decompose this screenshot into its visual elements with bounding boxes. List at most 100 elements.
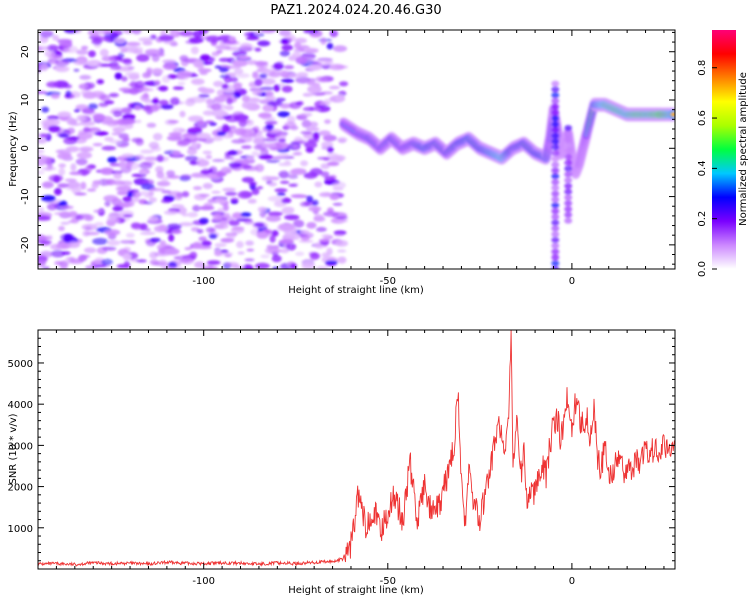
spectrogram-cell: [134, 105, 142, 111]
spectrogram-cell: [94, 131, 109, 136]
spectrogram-cell: [291, 52, 302, 59]
spectrogram-cell: [564, 136, 573, 143]
spectrogram-cell: [232, 50, 247, 57]
figure-title: PAZ1.2024.024.20.46.G30: [270, 3, 441, 18]
spectrogram-cell: [205, 154, 212, 160]
spectrogram-cell: [211, 35, 218, 44]
spectrogram-cell: [278, 83, 286, 88]
spectrogram-ylabel: Frequency (Hz): [8, 111, 19, 187]
spectrogram-cell: [74, 192, 87, 196]
spectrogram-cell: [219, 67, 229, 73]
spectrogram-cell: [75, 158, 88, 166]
spectrogram-cell: [324, 119, 331, 124]
spectrogram-cell: [38, 240, 52, 244]
spectrogram-cell: [246, 60, 258, 65]
spectrogram-cell: [125, 232, 135, 238]
spectrogram-cell: [222, 115, 232, 119]
spectrogram-cell: [260, 98, 271, 103]
spectrogram-cell: [292, 144, 301, 150]
spectrogram-cell: [255, 164, 265, 172]
spectrogram-cell: [564, 206, 573, 213]
spectrogram-cell: [279, 180, 290, 184]
spectrogram-cell: [220, 166, 232, 174]
spectrogram-cell: [225, 262, 239, 268]
spectrogram-cell: [273, 62, 284, 71]
spectrogram-cell: [193, 186, 202, 191]
spectrogram-cell: [274, 188, 288, 193]
spectrogram-cell: [199, 193, 210, 197]
spectrogram-cell: [209, 122, 217, 126]
spectrogram-cell: [134, 154, 145, 161]
spectrogram-cell: [206, 260, 221, 265]
spectrogram-cell: [243, 220, 254, 225]
y-tick-label: 5000: [8, 359, 33, 370]
spectrogram-cell: [259, 86, 274, 92]
spectrogram-cell: [54, 187, 62, 196]
spectrogram-cell: [81, 45, 89, 50]
spectrogram-cell: [280, 248, 290, 254]
spectrogram-cell: [241, 101, 254, 109]
y-tick-label: 4000: [8, 400, 33, 411]
spectrogram-cell: [64, 257, 72, 264]
spectrogram-cell: [123, 214, 134, 218]
spectrogram-cell: [298, 239, 314, 243]
spectrogram-cell: [172, 150, 182, 156]
spectrogram-cell: [40, 250, 53, 258]
spectrogram-cell: [305, 127, 320, 132]
spectrogram-cell: [122, 137, 130, 142]
spectrogram-cell: [564, 177, 573, 184]
spectrogram-cell: [39, 30, 54, 38]
snr-panel: -100 -50 0 1000 2000 3000 4000 5000 Height of s…: [8, 329, 676, 596]
spectrogram-cell: [48, 125, 61, 133]
spectrogram-cell: [92, 143, 103, 147]
spectrogram-cell: [208, 233, 218, 239]
spectrogram-cell: [232, 59, 248, 67]
spectrogram-cell: [73, 68, 80, 72]
spectrogram-cell: [277, 153, 290, 158]
spectrogram-cell: [314, 181, 323, 188]
spectrogram-cell: [223, 75, 232, 84]
spectrogram-cell: [177, 81, 186, 86]
spectrogram-cell: [326, 161, 340, 166]
spectrogram-cell: [130, 222, 142, 229]
snr-frame: [37, 329, 676, 570]
spectrogram-cell: [551, 150, 560, 157]
spectrogram-cell: [131, 191, 141, 198]
spectrogram-cell: [551, 121, 560, 128]
spectrogram-cell: [131, 173, 147, 178]
spectrogram-cell: [295, 251, 305, 256]
spectrogram-cell: [161, 75, 171, 83]
spectrogram-cell: [193, 60, 204, 68]
spectrogram-cell: [220, 237, 235, 243]
spectrogram-cell: [337, 256, 347, 264]
spectrogram-cell: [51, 249, 65, 258]
spectrogram-cell: [199, 217, 209, 225]
spectrogram-cell: [74, 30, 82, 34]
spectrogram-cell: [125, 41, 141, 47]
spectrogram-cell: [158, 99, 169, 106]
spectrogram-cell: [40, 236, 53, 241]
spectrogram-cell: [108, 93, 119, 98]
spectrogram-cell: [138, 37, 154, 42]
spectrogram-cell: [300, 160, 309, 167]
spectrogram-cell: [58, 167, 66, 176]
spectrogram-cell: [551, 179, 560, 186]
spectrogram-cell: [551, 132, 560, 139]
x-tick-label: -50: [380, 576, 396, 587]
spectrogram-cell: [121, 76, 128, 82]
spectrogram-cell: [321, 233, 330, 239]
spectrogram-cell: [240, 212, 252, 218]
spectrogram-cell: [74, 109, 81, 113]
spectrogram-cell: [69, 171, 83, 176]
spectrogram-cell: [83, 247, 97, 254]
spectrogram-cell: [320, 171, 330, 178]
spectrogram-cell: [328, 85, 341, 90]
spectrogram-cell: [335, 94, 346, 102]
spectrogram-cell: [68, 211, 78, 217]
spectrogram-cell: [217, 207, 224, 213]
spectrogram-cell: [172, 86, 184, 90]
spectrogram-cell: [60, 266, 68, 269]
spectrogram-cell: [124, 72, 140, 76]
